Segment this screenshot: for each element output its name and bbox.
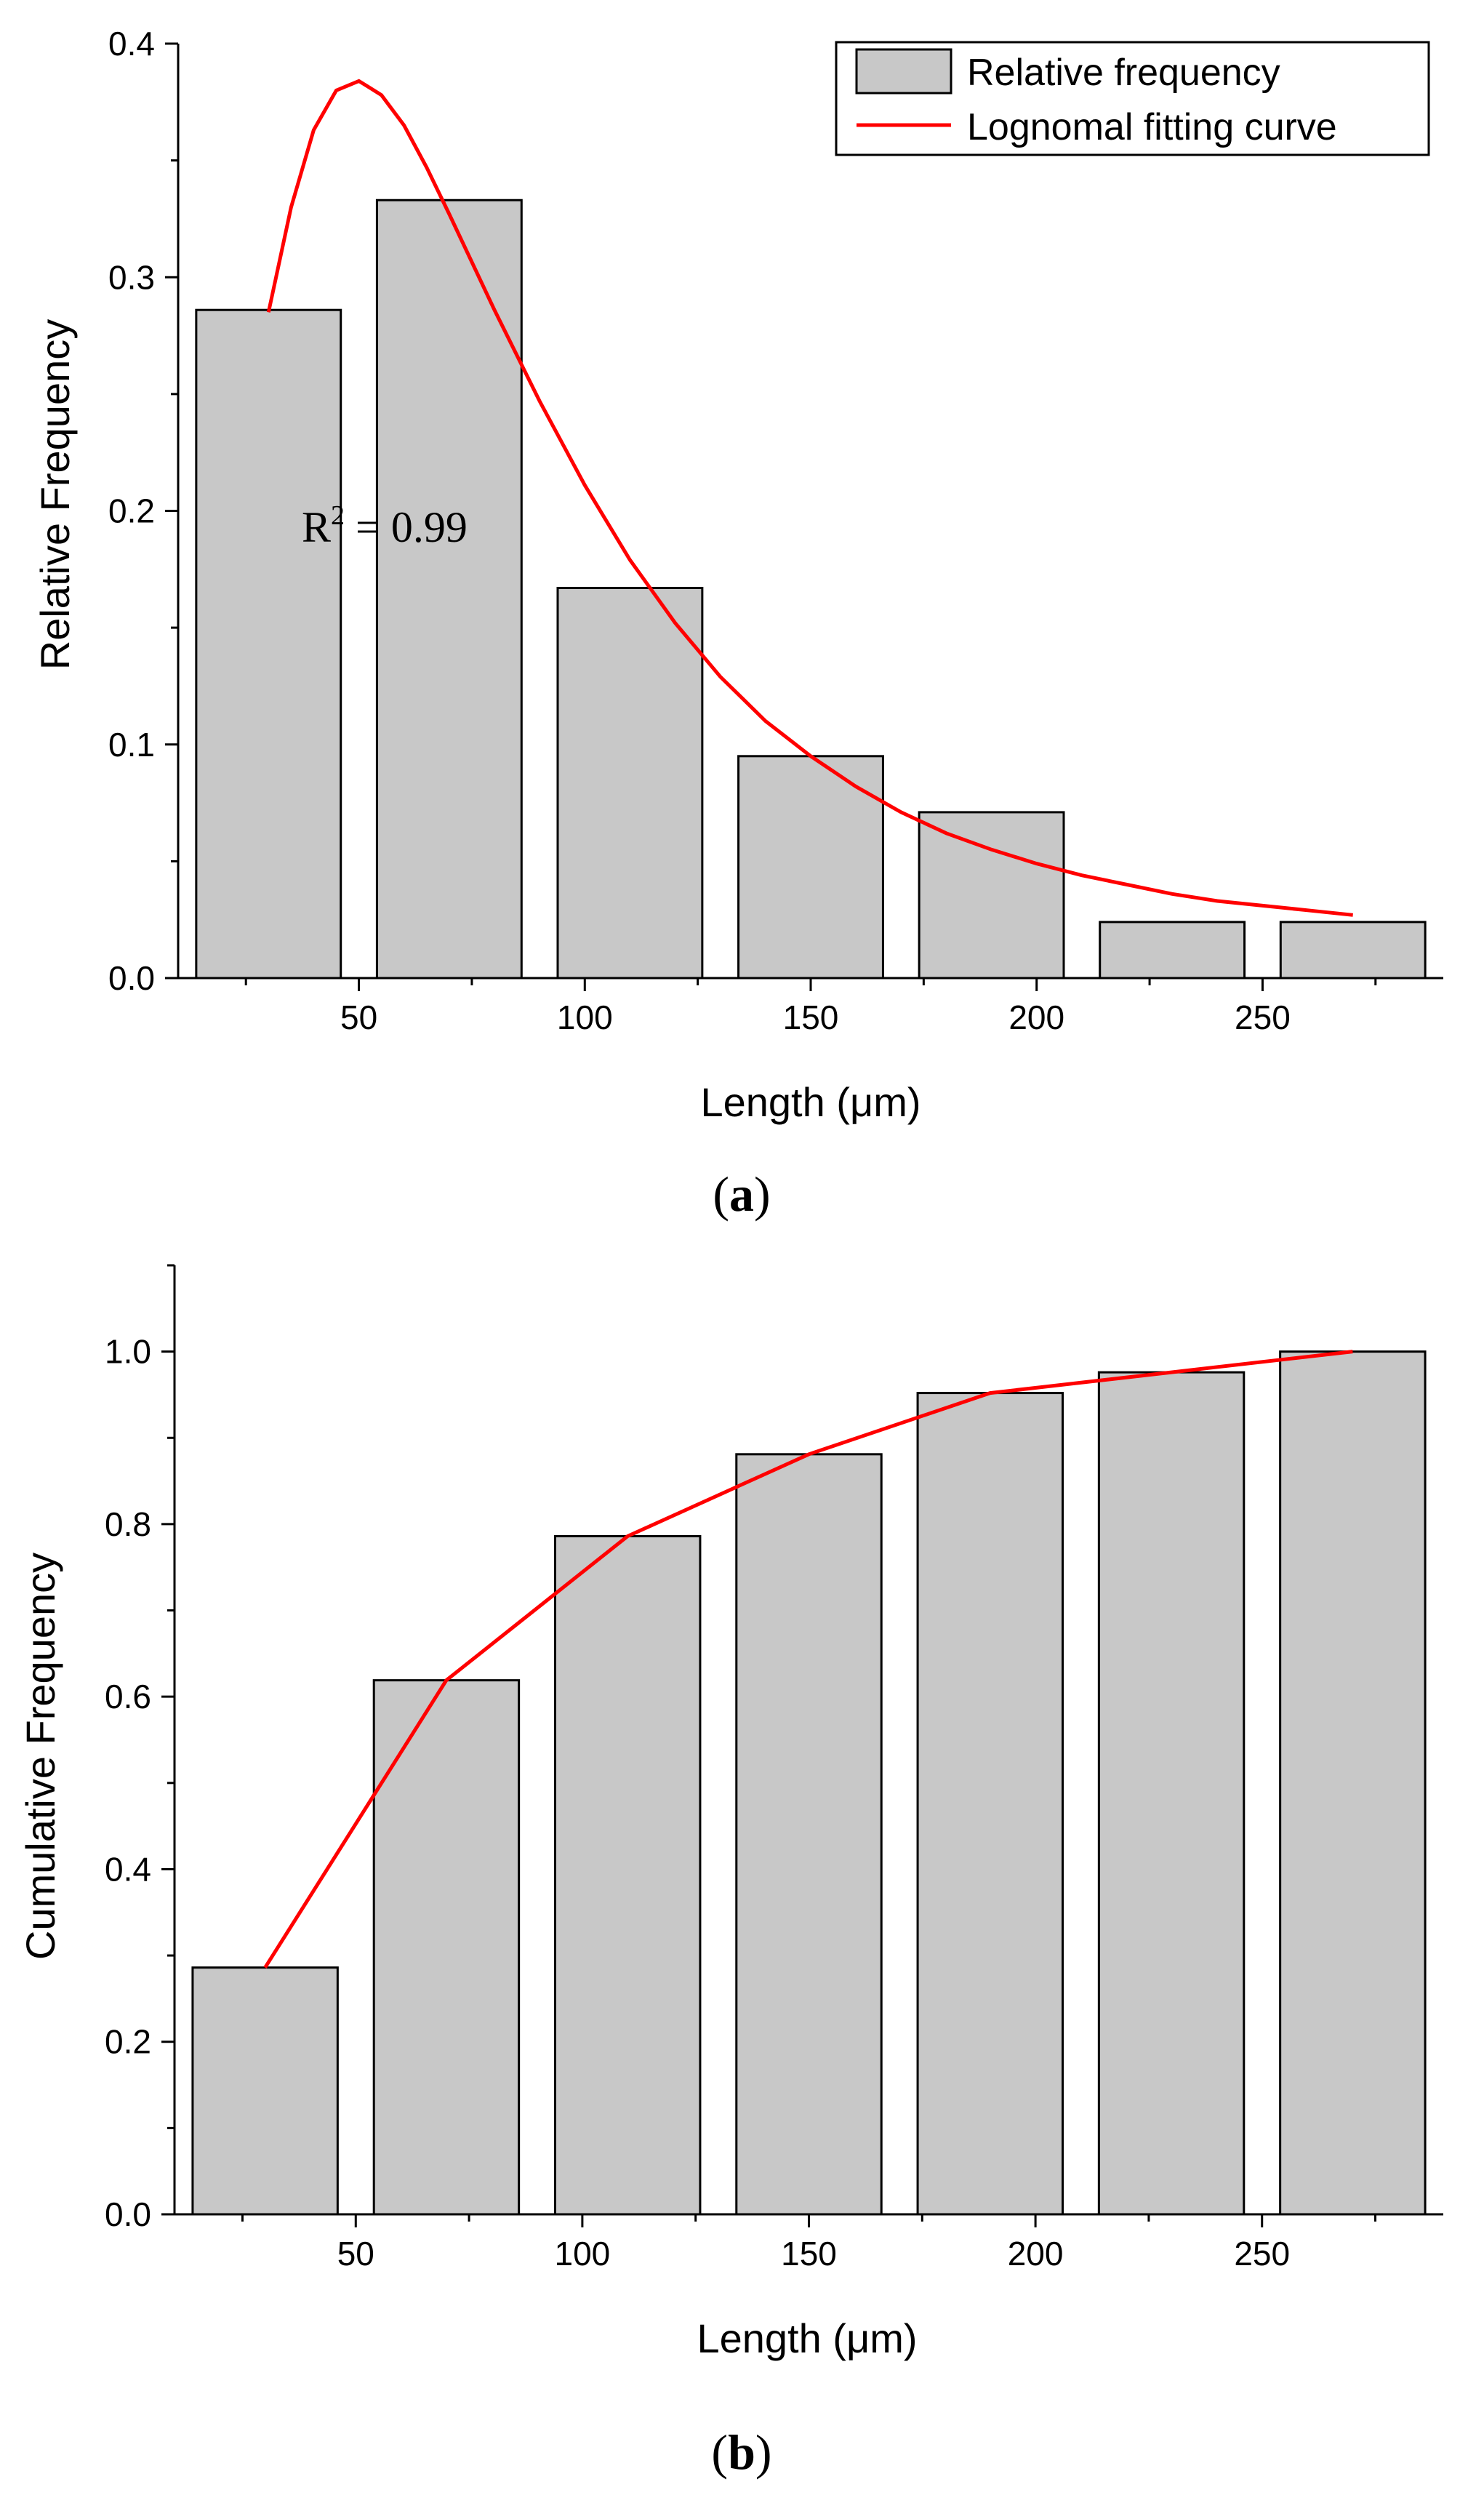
panel-b-bar-6 bbox=[1097, 1371, 1246, 2216]
panel-a-x-ticks: 50 100 150 200 250 bbox=[244, 978, 1377, 1036]
panel-b-bar-2 bbox=[372, 1679, 521, 2216]
panel-a-x-tick-label: 100 bbox=[557, 998, 613, 1036]
panel-a-y-tick-label: 0.1 bbox=[108, 726, 155, 764]
panel-a-lognormal-curve bbox=[266, 79, 1353, 917]
legend-label-relative-frequency: Relative frequency bbox=[967, 52, 1280, 94]
panel-b-bar-4 bbox=[735, 1453, 883, 2216]
panel-b-x-tick-label: 150 bbox=[781, 2235, 837, 2272]
panel-b-y-tick-label: 0.8 bbox=[105, 1505, 151, 1543]
panel-a-bar-3 bbox=[556, 587, 704, 980]
panel-a-label: (a) bbox=[713, 1166, 770, 1222]
panel-b-y-tick-label: 0.6 bbox=[105, 1678, 151, 1715]
panel-a-letter: a bbox=[729, 1166, 754, 1222]
panel-b-x-ticks: 50 100 150 200 250 bbox=[241, 2214, 1377, 2272]
panel-a-bar-7 bbox=[1279, 921, 1427, 980]
panel-a-bar-2 bbox=[375, 199, 523, 980]
panel-a-y-axis-title: Relative Frequency bbox=[32, 319, 78, 670]
panel-a-y-tick-label: 0.4 bbox=[108, 25, 155, 63]
panel-b-y-tick-label: 0.4 bbox=[105, 1850, 151, 1888]
panel-a-bar-5 bbox=[918, 811, 1065, 980]
panel-b-bar-3 bbox=[554, 1535, 702, 2216]
r2-superscript: 2 bbox=[331, 500, 345, 531]
panel-a-r2-annotation: R2 = 0.99 bbox=[302, 500, 468, 551]
r2-r: R bbox=[302, 503, 331, 551]
panel-b-y-ticks: 0.0 0.2 0.4 0.6 0.8 1.0 bbox=[105, 1264, 175, 2233]
panel-b-bars bbox=[191, 1350, 1427, 2216]
panel-a-x-tick-label: 50 bbox=[340, 998, 377, 1036]
panel-a-bars bbox=[195, 199, 1427, 980]
panel-b-chart: 50 100 150 200 250 0.0 0.2 0.4 0.6 0.8 1.0 Length… bbox=[17, 1264, 1443, 2480]
legend-label-fitting-curve: Lognomal fitting curve bbox=[967, 106, 1337, 148]
panel-b-letter: b bbox=[728, 2424, 755, 2480]
panel-b-x-tick-label: 100 bbox=[555, 2235, 611, 2272]
panel-b-x-tick-label: 50 bbox=[337, 2235, 374, 2272]
panel-a-y-tick-label: 0.2 bbox=[108, 492, 155, 530]
panel-b-y-tick-label: 0.2 bbox=[105, 2023, 151, 2061]
panel-b-bar-5 bbox=[916, 1392, 1064, 2216]
panel-b-cumulative-curve bbox=[263, 1350, 1353, 1969]
panel-a-x-tick-label: 250 bbox=[1235, 998, 1291, 1036]
panel-a-bar-4 bbox=[737, 755, 884, 980]
r2-value: = 0.99 bbox=[345, 503, 468, 551]
panel-a-legend: Relative frequency Lognomal fitting curv… bbox=[835, 41, 1430, 156]
panel-b-x-axis-title: Length (μm) bbox=[697, 2315, 917, 2361]
panel-a-bar-6 bbox=[1099, 921, 1246, 980]
panel-b-x-tick-label: 200 bbox=[1008, 2235, 1064, 2272]
panel-a-x-axis-title: Length (μm) bbox=[700, 1079, 921, 1125]
panel-b-x-tick-label: 250 bbox=[1234, 2235, 1290, 2272]
panel-a-y-tick-label: 0.3 bbox=[108, 258, 155, 296]
panel-b-y-axis-title: Cumulative Frequency bbox=[17, 1553, 63, 1960]
panel-b-bar-1 bbox=[191, 1966, 339, 2216]
legend-swatch-bar bbox=[855, 48, 952, 95]
panel-b-bar-7 bbox=[1279, 1350, 1427, 2216]
panel-a-x-tick-label: 200 bbox=[1008, 998, 1064, 1036]
panel-b-y-tick-label: 0.0 bbox=[105, 2195, 151, 2233]
panel-a-x-tick-label: 150 bbox=[783, 998, 839, 1036]
panel-a-chart: 50 100 150 200 250 0.0 0.1 0.2 0.3 0.4 Length (μ… bbox=[32, 25, 1443, 1222]
panel-b-label: (b) bbox=[711, 2424, 771, 2480]
panel-b-y-tick-label: 1.0 bbox=[105, 1333, 151, 1371]
panel-a-bar-1 bbox=[195, 308, 342, 980]
panel-a-y-tick-label: 0.0 bbox=[108, 959, 155, 997]
panel-a-y-ticks: 0.0 0.1 0.2 0.3 0.4 bbox=[108, 25, 178, 997]
